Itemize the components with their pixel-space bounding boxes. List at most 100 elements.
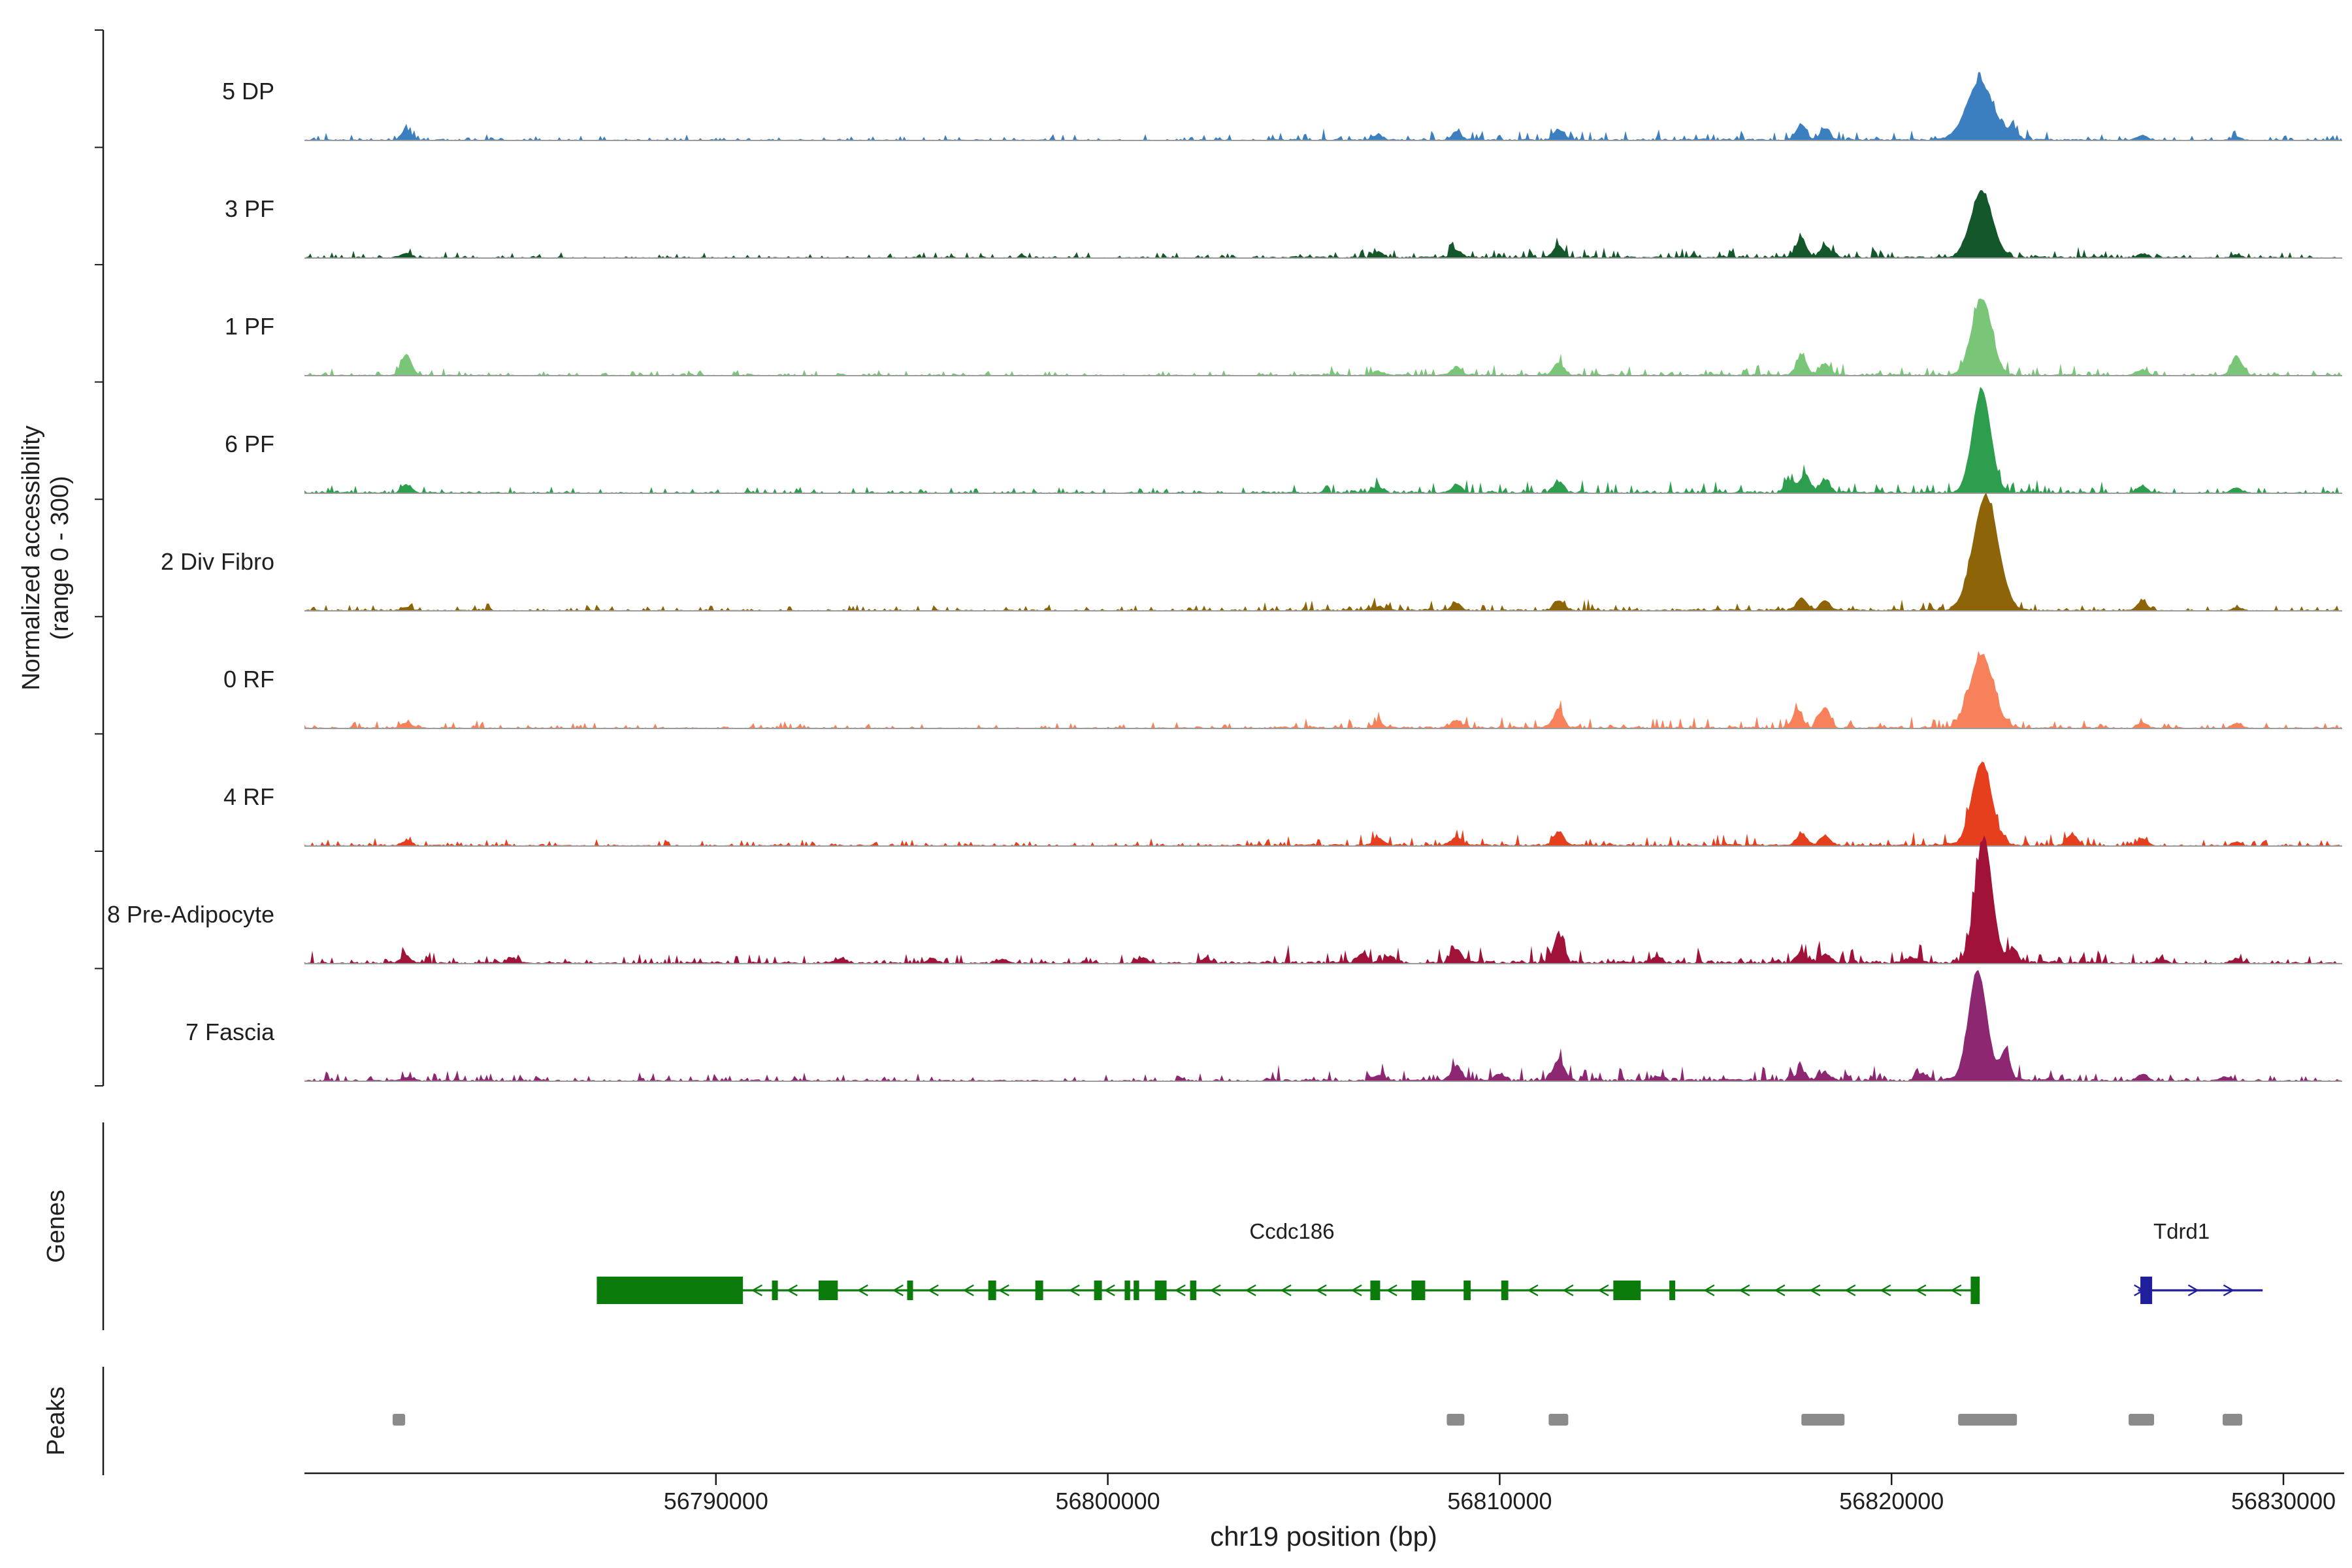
gene-strand-arrow (1350, 1284, 1362, 1297)
peak-region (1446, 1414, 1465, 1426)
gene-strand-arrow (1844, 1284, 1856, 1297)
x-axis-tick-label: 56790000 (664, 1488, 768, 1514)
gene-strand-arrow (1703, 1284, 1715, 1297)
track-label: 0 RF (223, 666, 274, 693)
gene-exon (1370, 1281, 1380, 1300)
gene-exon (1463, 1281, 1471, 1300)
gene-strand-arrow (1597, 1284, 1609, 1297)
track-row: 5 DP (222, 72, 2342, 141)
gene-strand-arrow (1209, 1284, 1221, 1297)
peak-region (1958, 1414, 2017, 1426)
peak-region (1548, 1414, 1569, 1426)
track-label: 1 PF (225, 313, 274, 340)
gene-ccdc186: Ccdc186 (596, 1219, 1980, 1304)
gene-exon (907, 1281, 913, 1300)
track-label: 6 PF (225, 431, 274, 457)
gene-exon (596, 1277, 743, 1304)
track-signal (304, 72, 2342, 140)
section-brackets-layer (95, 29, 105, 1475)
gene-strand-arrow (1068, 1284, 1080, 1297)
gene-exon (1970, 1277, 1980, 1304)
track-row: 3 PF (225, 190, 2342, 259)
gene-strand-arrow (2223, 1284, 2234, 1297)
track-row: 4 RF (223, 761, 2342, 847)
gene-exon (1094, 1281, 1102, 1300)
gene-strand-arrow (2187, 1284, 2199, 1297)
gene-strand-arrow (1774, 1284, 1786, 1297)
gene-strand-arrow (927, 1284, 939, 1297)
gene-strand-arrow (1562, 1284, 1574, 1297)
peak-region (2223, 1414, 2243, 1426)
gene-label: Tdrd1 (2153, 1219, 2210, 1243)
gene-exon (1669, 1281, 1676, 1300)
gene-strand-arrow (1527, 1284, 1539, 1297)
track-label: 8 Pre-Adipocyte (107, 901, 274, 928)
x-axis-tick-label: 56830000 (2231, 1488, 2336, 1514)
track-row: 0 RF (223, 651, 2342, 729)
gene-strand-arrow (1739, 1284, 1750, 1297)
track-signal (304, 190, 2342, 258)
track-label: 4 RF (223, 783, 274, 810)
x-axis-title: chr19 position (bp) (1210, 1521, 1437, 1552)
x-axis-tick-label: 56810000 (1447, 1488, 1552, 1514)
gene-strand-arrow (751, 1284, 762, 1297)
gene-exon (2140, 1277, 2153, 1304)
gene-exon (1411, 1281, 1426, 1300)
gene-exon (1124, 1281, 1130, 1300)
gene-strand-arrow (1386, 1284, 1397, 1297)
gene-strand-arrow (1315, 1284, 1327, 1297)
track-signal (304, 299, 2342, 376)
track-label: 2 Div Fibro (161, 548, 274, 575)
gene-strand-arrow (1880, 1284, 1891, 1297)
gene-strand-arrow (1950, 1284, 1962, 1297)
gene-label: Ccdc186 (1249, 1219, 1334, 1243)
x-axis-tick-label: 56800000 (1056, 1488, 1160, 1514)
gene-exon (988, 1281, 996, 1300)
gene-strand-arrow (998, 1284, 1009, 1297)
track-label: 7 Fascia (186, 1019, 275, 1045)
track-signal (304, 651, 2342, 728)
track-row: 7 Fascia (186, 970, 2342, 1082)
peaks-layer (392, 1414, 2243, 1426)
track-row: 1 PF (225, 299, 2342, 376)
track-label: 3 PF (225, 195, 274, 222)
track-signal (304, 761, 2342, 846)
static-labels: Normalized accessibility (range 0 - 300)… (18, 425, 1437, 1552)
peak-region (392, 1414, 406, 1426)
x-axis-tick-label: 56820000 (1839, 1488, 1944, 1514)
gene-strand-arrow (857, 1284, 868, 1297)
gene-strand-arrow (786, 1284, 798, 1297)
gene-strand-arrow (1809, 1284, 1821, 1297)
track-label: 5 DP (222, 78, 274, 105)
gene-strand-arrow (1280, 1284, 1292, 1297)
track-signal (304, 493, 2342, 611)
genes-layer: Ccdc186 Tdrd1 (596, 1219, 2263, 1304)
gene-exon (818, 1281, 838, 1300)
peak-region (1801, 1414, 1845, 1426)
gene-exon (1154, 1281, 1167, 1300)
track-row: 8 Pre-Adipocyte (107, 835, 2342, 964)
gene-tdrd1: Tdrd1 (2134, 1219, 2263, 1304)
y-axis-label-line2: (range 0 - 300) (46, 476, 74, 640)
gene-exon (1134, 1281, 1139, 1300)
accessibility-tracks-layer: 5 DP 3 PF 1 PF 6 PF 2 Div Fibro 0 RF 4 RF 8 Pre… (107, 72, 2342, 1082)
gene-exon (1501, 1281, 1509, 1300)
track-row: 2 Div Fibro (161, 493, 2342, 612)
gene-strand-arrow (892, 1284, 904, 1297)
genes-section-label: Genes (42, 1190, 70, 1263)
gene-strand-arrow (1174, 1284, 1186, 1297)
y-axis-label-line1: Normalized accessibility (18, 425, 45, 690)
x-axis-layer: 56790000 56800000 56810000 56820000 56830000 (304, 1472, 2344, 1514)
gene-strand-arrow (1103, 1284, 1115, 1297)
gene-exon (772, 1281, 778, 1300)
gene-strand-arrow (1245, 1284, 1256, 1297)
track-row: 6 PF (225, 387, 2342, 494)
track-signal (304, 387, 2342, 493)
gene-exon (1035, 1281, 1043, 1300)
track-signal (304, 835, 2342, 964)
peak-region (2129, 1414, 2155, 1426)
gene-exon (1190, 1281, 1197, 1300)
track-signal (304, 970, 2342, 1081)
